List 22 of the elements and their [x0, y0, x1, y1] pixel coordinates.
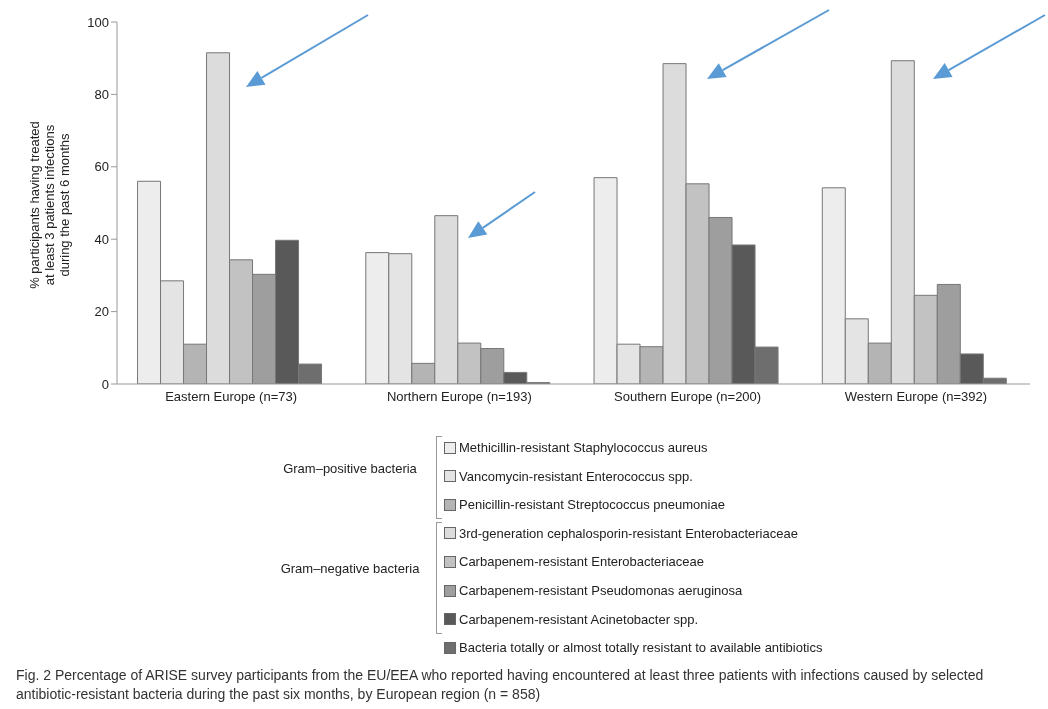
y-tick-label: 40 — [94, 231, 109, 247]
caption: Fig. 2 Percentage of ARISE survey participants from the EU/EEA who reported having encountered at least three patients with infections caused by selected antibiotic-resistant bacteria during the past six months, by European region (n = 858) — [16, 666, 985, 704]
text: Gram–negative bacteria — [280, 560, 420, 576]
y-tick-label: 100 — [87, 14, 109, 30]
x-tick-label: Southern Europe (n=200) — [614, 389, 762, 405]
y-tick-label: 80 — [94, 87, 109, 103]
x-tick-label: Eastern Europe (n=73) — [165, 389, 298, 405]
y-axis-title: % participants having treated at least 3 patients infections during the past 6 months — [27, 120, 73, 291]
y-tick-label: 0 — [101, 376, 109, 392]
legend-label: Vancomycin-resistant Enterococcus spp. — [459, 468, 693, 484]
legend-label: Bacteria totally or almost totally resistant to available antibiotics — [459, 640, 823, 656]
legend-label: 3rd-generation cephalosporin-resistant Enterobacteriaceae — [459, 525, 798, 541]
x-tick-label: Western Europe (n=392) — [844, 389, 988, 405]
legend-label: Carbapenem-resistant Enterobacteriaceae — [459, 554, 704, 570]
legend-label: Carbapenem-resistant Pseudomonas aeruginosa — [459, 583, 743, 598]
legend-label: Carbapenem-resistant Acinetobacter spp. — [459, 611, 699, 627]
y-tick-label: 20 — [94, 304, 109, 320]
text: Gram–positive bacteria — [282, 460, 418, 476]
legend-label: Penicillin-resistant Streptococcus pneumoniae — [459, 497, 725, 513]
x-tick-label: Northern Europe (n=193) — [386, 389, 532, 405]
y-tick-label: 60 — [94, 159, 109, 175]
legend-label: Methicillin-resistant Staphylococcus aureus — [459, 440, 708, 455]
